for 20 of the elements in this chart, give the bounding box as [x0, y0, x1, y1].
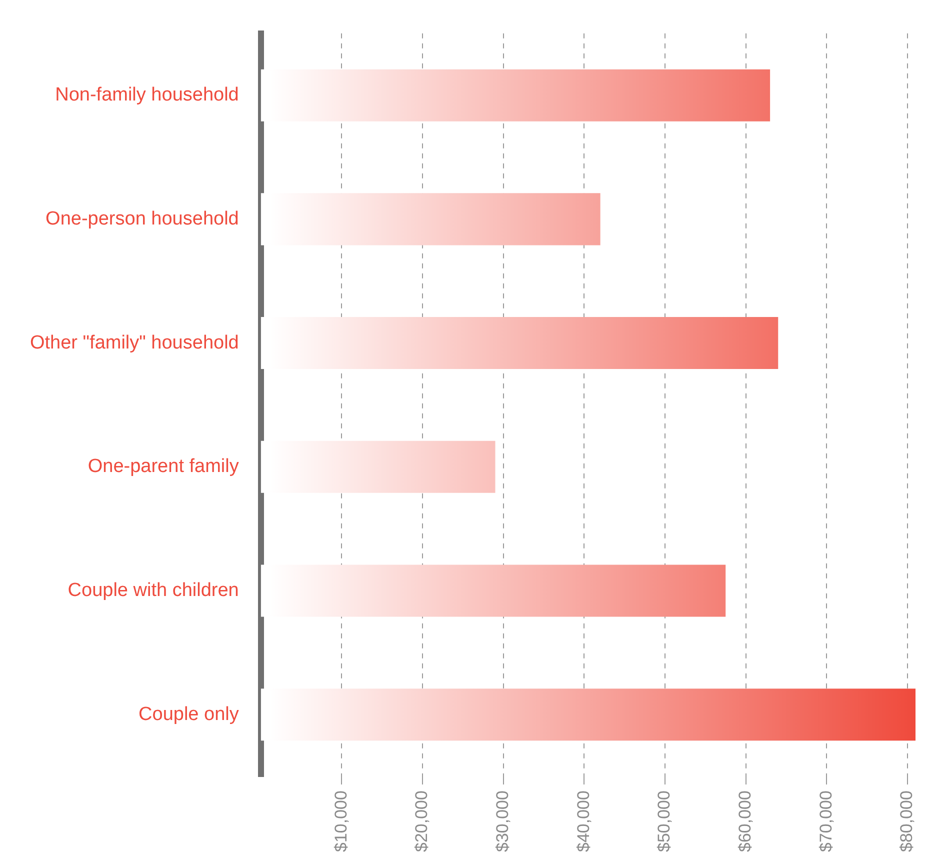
bar: [260, 69, 770, 122]
y-tick-label: Couple with children: [68, 580, 239, 601]
bar: [260, 193, 600, 246]
x-tick-label: $60,000: [735, 790, 754, 852]
y-tick-label: Other "family" household: [30, 332, 239, 354]
y-tick-label: Non-family household: [55, 84, 239, 106]
x-tick-label: $20,000: [412, 790, 432, 852]
x-tick-label: $70,000: [816, 790, 836, 852]
bar: [260, 317, 778, 370]
x-tick-label: $50,000: [654, 790, 674, 852]
y-tick-label: One-person household: [46, 208, 239, 230]
bar: [260, 564, 726, 617]
x-tick-label: $30,000: [493, 790, 512, 852]
bar: [260, 440, 496, 493]
x-tick-label: $80,000: [897, 790, 916, 852]
x-tick-label: $40,000: [574, 790, 593, 852]
y-tick-label: Couple only: [138, 704, 240, 725]
y-tick-label: One-parent family: [88, 456, 240, 478]
bar: [260, 688, 916, 741]
x-tick-label: $10,000: [331, 790, 350, 852]
